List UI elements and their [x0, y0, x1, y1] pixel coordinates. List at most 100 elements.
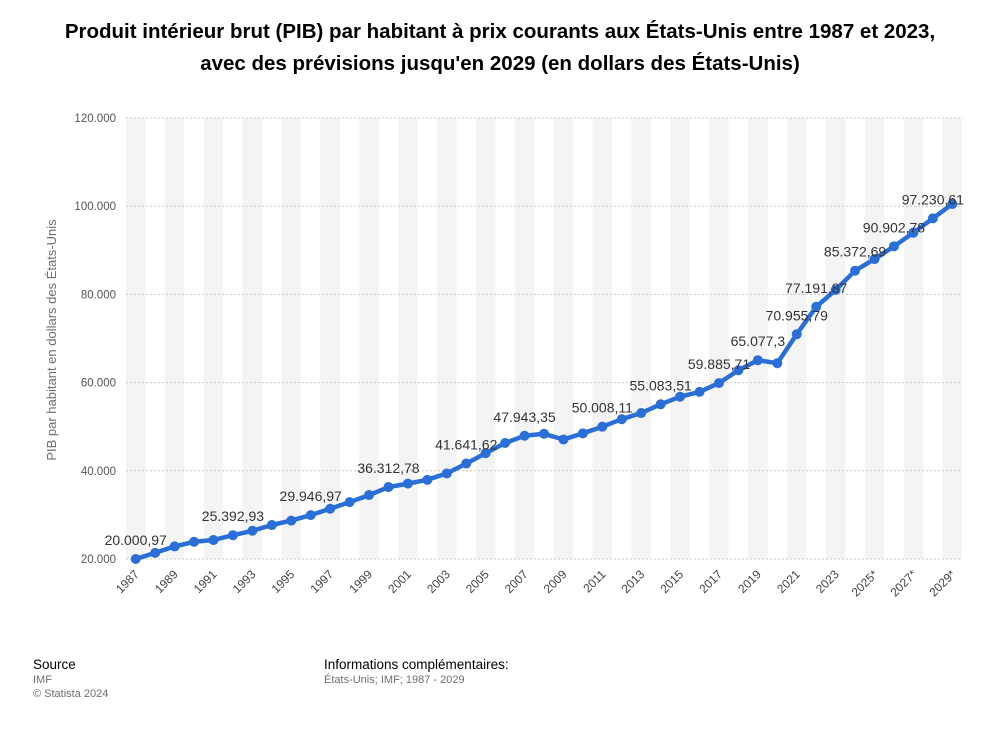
data-label: 90.902,78 [863, 219, 925, 235]
data-point [908, 227, 919, 238]
data-label: 77.191,87 [785, 280, 847, 296]
x-tick-label: 2025* [849, 567, 881, 599]
data-point [539, 428, 549, 439]
source-line-copyright: © Statista 2024 [33, 688, 109, 700]
plot-band [398, 118, 418, 559]
x-tick-label: 2013 [619, 567, 648, 596]
x-tick-label: 2009 [541, 567, 570, 596]
plot-band [748, 118, 768, 559]
plot-band [437, 118, 457, 559]
y-axis-label: PIB par habitant en dollars des États-Un… [44, 219, 59, 461]
data-point [752, 355, 763, 366]
data-point [286, 515, 297, 526]
x-tick-label: 1993 [230, 567, 259, 596]
data-point [247, 525, 258, 536]
data-label: 41.641,62 [435, 437, 497, 453]
x-tick-label: 2005 [463, 567, 492, 596]
data-point [480, 448, 491, 459]
x-tick-label: 2021 [774, 567, 803, 596]
data-point [772, 358, 783, 369]
data-point [830, 284, 841, 295]
x-tick-label: 1987 [113, 567, 142, 596]
y-tick-label: 100.000 [74, 201, 116, 213]
data-point [325, 503, 336, 514]
data-point [208, 535, 219, 546]
source-block: Source IMF © Statista 2024 [33, 657, 108, 701]
y-tick-label: 80.000 [81, 289, 116, 301]
data-point [811, 301, 822, 312]
data-point [344, 497, 355, 508]
x-tick-label: 2003 [424, 567, 453, 596]
data-point [383, 482, 394, 493]
data-point [869, 254, 880, 265]
x-tick-label: 2027* [887, 567, 919, 599]
data-point [675, 391, 686, 402]
data-label: 70.955,79 [766, 307, 828, 323]
data-point [655, 399, 666, 410]
x-tick-label: 2007 [502, 567, 531, 596]
data-point [130, 553, 141, 564]
data-point [616, 414, 627, 425]
data-point [927, 213, 938, 224]
data-label: 97.230,61 [902, 191, 964, 207]
data-point [266, 520, 277, 531]
plot-band [592, 118, 613, 559]
source-heading: Source [33, 657, 76, 672]
data-label: 20.000,97 [105, 532, 167, 548]
data-point [305, 510, 316, 521]
plot-band [903, 118, 924, 559]
plot-band [126, 118, 146, 559]
info-text: États-Unis; IMF; 1987 - 2029 [324, 674, 465, 686]
data-point [422, 474, 433, 485]
x-tick-label: 1997 [307, 567, 336, 596]
data-point [364, 490, 375, 501]
series-group [130, 198, 958, 564]
data-label: 29.946,97 [280, 488, 342, 504]
y-tick-label: 60.000 [81, 378, 116, 390]
plot-band [281, 118, 301, 559]
info-block: Informations complémentaires: États-Unis… [324, 657, 509, 687]
plot-band [825, 118, 846, 559]
gridlines [126, 117, 962, 560]
x-axis-ticks: 1987 1989 1991 1993 1995 1997 1999 2001 2003 2005… [113, 567, 959, 599]
x-tick-label: 1995 [269, 567, 298, 596]
data-labels: 20.000,97 25.392,93 29.946,97 36.312,78 41.6… [105, 191, 965, 548]
plot-band [320, 118, 340, 559]
data-label: 65.077,3 [731, 333, 786, 349]
data-label: 55.083,51 [630, 377, 692, 393]
plot-band [164, 118, 185, 559]
x-tick-label: 2015 [657, 567, 686, 596]
data-point [713, 378, 724, 389]
plot-band [475, 118, 496, 559]
y-tick-label: 20.000 [81, 554, 116, 566]
data-point [189, 536, 200, 547]
data-label: 59.885,71 [688, 356, 750, 372]
data-point [888, 241, 899, 252]
data-point [694, 386, 705, 397]
y-tick-label: 120.000 [74, 113, 116, 125]
data-point [636, 408, 647, 419]
data-point [402, 478, 413, 489]
data-point [791, 329, 802, 340]
data-point [150, 547, 161, 558]
data-point [558, 434, 569, 445]
x-tick-label: 2019 [735, 567, 764, 596]
plot-band [864, 118, 885, 559]
source-line-imf: IMF [33, 674, 52, 686]
y-axis-ticks: 20.000 40.000 60.000 80.000 100.000 120.000 [74, 113, 116, 566]
data-point [733, 365, 744, 376]
plot-band [203, 118, 224, 559]
data-point [597, 421, 608, 432]
plot-band [514, 118, 535, 559]
info-heading: Informations complémentaires: [324, 657, 509, 672]
data-label: 36.312,78 [357, 460, 419, 476]
x-tick-label: 1999 [346, 567, 375, 596]
data-point [947, 198, 958, 209]
plot-band [709, 118, 729, 559]
x-tick-label: 2011 [580, 567, 608, 595]
x-tick-label: 2017 [696, 567, 725, 596]
x-tick-label: 2001 [385, 567, 414, 596]
data-point [500, 438, 511, 449]
y-tick-label: 40.000 [81, 466, 116, 478]
